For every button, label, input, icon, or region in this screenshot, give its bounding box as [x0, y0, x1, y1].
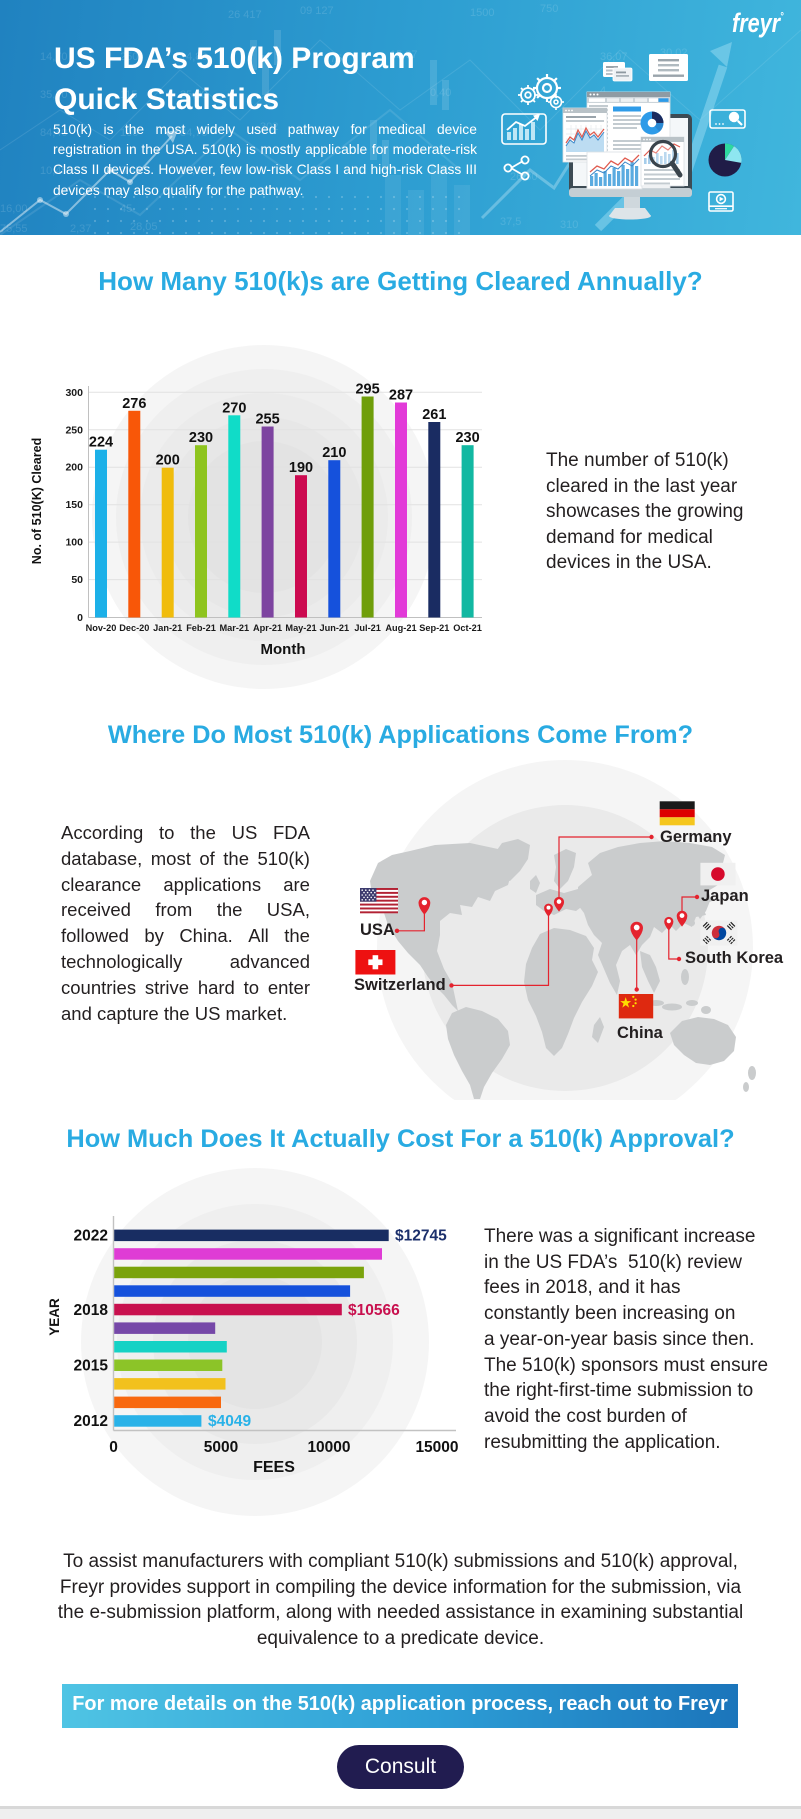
svg-text:261: 261: [422, 407, 446, 423]
svg-text:750: 750: [540, 3, 558, 15]
svg-text:2022: 2022: [74, 1228, 108, 1245]
svg-text:Jun-21: Jun-21: [319, 623, 349, 633]
svg-text:287: 287: [389, 388, 413, 404]
svg-text:15000: 15000: [415, 1439, 458, 1456]
svg-text:Nov-20: Nov-20: [86, 623, 117, 633]
svg-text:302: 302: [260, 121, 278, 133]
svg-text:0: 0: [109, 1439, 118, 1456]
svg-text:37,5: 37,5: [500, 216, 521, 228]
svg-text:$10566: $10566: [348, 1302, 400, 1319]
svg-text:4: 4: [600, 85, 606, 97]
svg-text:210: 210: [322, 445, 346, 461]
svg-text:16,00: 16,00: [0, 203, 28, 215]
svg-text:26 417: 26 417: [228, 9, 262, 21]
svg-text:Mar-21: Mar-21: [219, 623, 249, 633]
svg-text:$4049: $4049: [208, 1413, 251, 1430]
svg-text:May-21: May-21: [285, 623, 316, 633]
svg-text:Jul-21: Jul-21: [354, 623, 381, 633]
svg-text:5000: 5000: [204, 1439, 238, 1456]
svg-text:1500: 1500: [470, 7, 494, 19]
svg-text:230: 230: [455, 430, 479, 446]
svg-text:2012: 2012: [74, 1413, 108, 1430]
svg-text:FEES: FEES: [253, 1459, 295, 1476]
svg-text:250: 250: [65, 424, 83, 436]
svg-text:09 127: 09 127: [300, 5, 334, 17]
svg-text:Oct-21: Oct-21: [453, 623, 482, 633]
svg-text:Sep-21: Sep-21: [419, 623, 449, 633]
svg-text:Apr-21: Apr-21: [253, 623, 282, 633]
svg-text:Jan-21: Jan-21: [153, 623, 182, 633]
svg-text:No. of 510(K) Cleared: No. of 510(K) Cleared: [30, 438, 44, 564]
svg-text:10000: 10000: [307, 1439, 350, 1456]
svg-text:50: 50: [71, 574, 83, 586]
svg-text:10,60: 10,60: [180, 165, 208, 177]
svg-text:15,07: 15,07: [390, 49, 418, 61]
svg-text:45: 45: [120, 203, 132, 215]
svg-text:75,55: 75,55: [0, 223, 28, 235]
svg-text:200: 200: [65, 462, 83, 474]
svg-text:36,07: 36,07: [600, 51, 628, 63]
svg-text:250: 250: [120, 51, 138, 63]
svg-text:295: 295: [355, 382, 379, 398]
svg-text:Dec-20: Dec-20: [119, 623, 149, 633]
svg-text:750: 750: [330, 53, 348, 65]
svg-text:Month: Month: [261, 641, 306, 658]
svg-text:230: 230: [189, 430, 213, 446]
svg-text:300: 300: [65, 387, 83, 399]
svg-text:YEAR: YEAR: [47, 1298, 62, 1336]
svg-text:84,70: 84,70: [180, 127, 208, 139]
svg-text:35,70: 35,70: [40, 89, 68, 101]
svg-text:0,40: 0,40: [430, 87, 451, 99]
svg-text:270: 270: [222, 400, 246, 416]
svg-text:$12745: $12745: [395, 1228, 447, 1245]
svg-text:150: 150: [65, 499, 83, 511]
svg-text:28,05: 28,05: [130, 221, 158, 233]
svg-text:10,45: 10,45: [40, 165, 68, 177]
svg-text:190: 190: [289, 460, 313, 476]
svg-text:2018: 2018: [74, 1302, 109, 1319]
svg-text:26,30: 26,30: [510, 171, 538, 183]
svg-text:2,37: 2,37: [70, 223, 91, 235]
svg-text:310: 310: [560, 219, 578, 231]
svg-text:2015: 2015: [74, 1358, 109, 1375]
svg-text:3,45: 3,45: [120, 165, 141, 177]
svg-text:224: 224: [89, 435, 113, 451]
svg-text:Feb-21: Feb-21: [186, 623, 216, 633]
svg-text:Aug-21: Aug-21: [385, 623, 416, 633]
svg-text:200: 200: [156, 453, 180, 469]
svg-text:100: 100: [120, 127, 138, 139]
svg-text:255: 255: [255, 412, 279, 428]
svg-text:14,80: 14,80: [180, 51, 208, 63]
svg-text:35,80: 35,80: [180, 89, 208, 101]
svg-text:276: 276: [122, 396, 146, 412]
svg-text:14,70: 14,70: [40, 51, 68, 63]
svg-text:115: 115: [120, 89, 138, 101]
svg-text:0: 0: [77, 612, 83, 624]
svg-text:84,40: 84,40: [40, 127, 68, 139]
svg-text:100: 100: [65, 537, 83, 549]
